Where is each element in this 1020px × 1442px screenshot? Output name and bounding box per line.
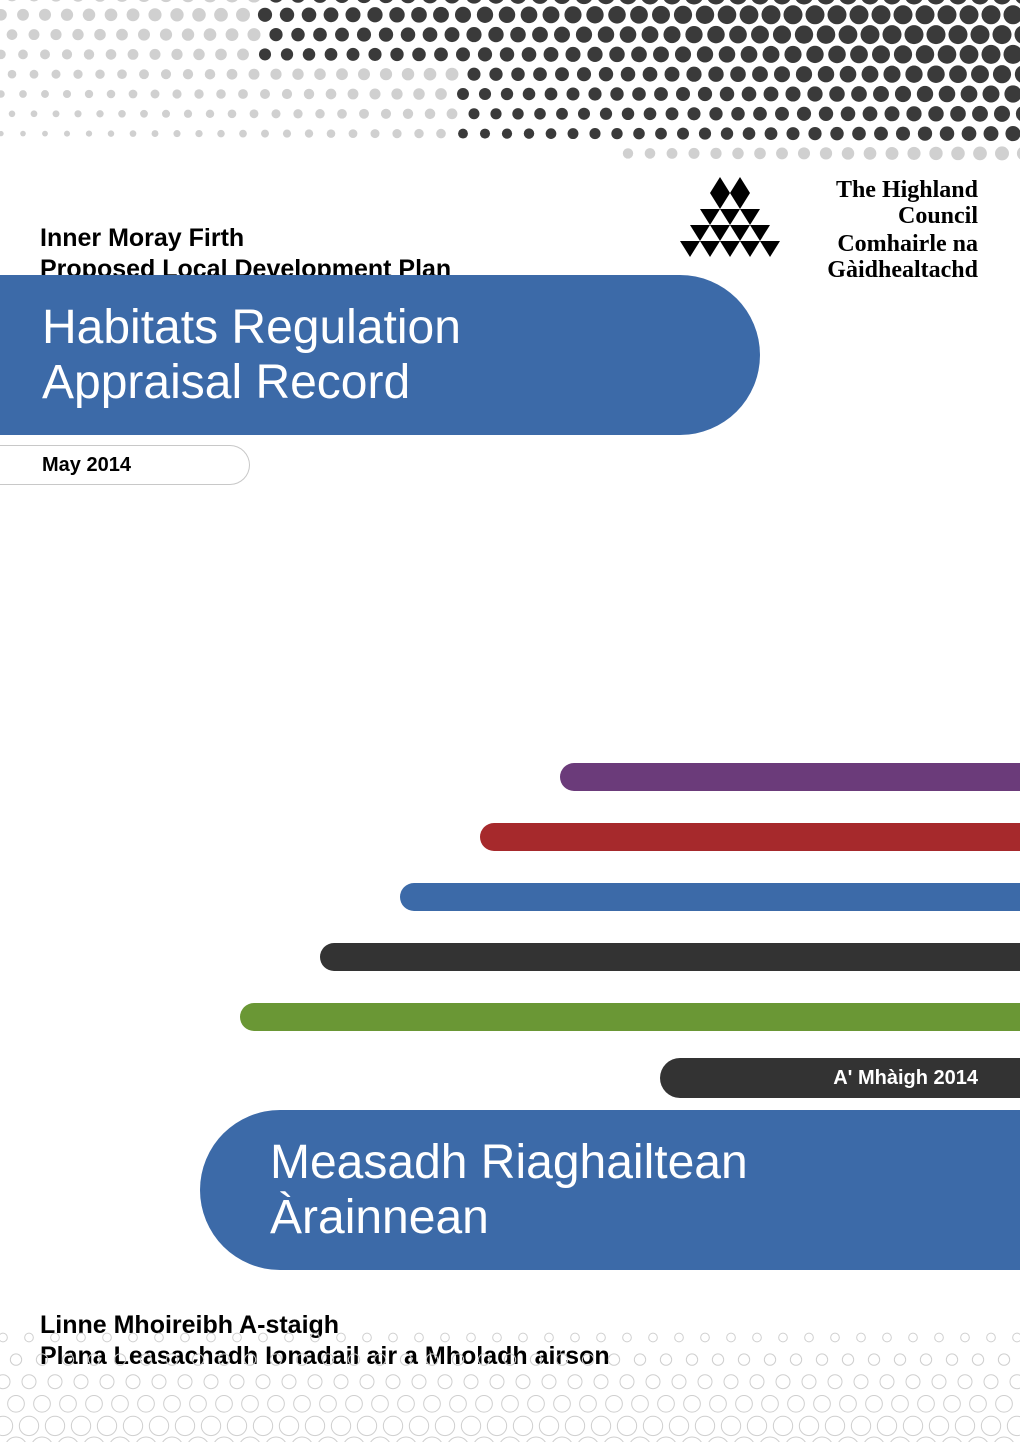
date-pill-english: May 2014 xyxy=(0,445,250,485)
title-banner-english: Habitats Regulation Appraisal Record xyxy=(0,275,760,435)
title-en-line2: Appraisal Record xyxy=(42,356,410,409)
accent-stripe-1 xyxy=(560,763,1020,791)
header-row: Inner Moray Firth Proposed Local Develop… xyxy=(40,175,980,285)
accent-stripe-4 xyxy=(320,943,1020,971)
subtitle-gaelic: Linne Mhoireibh A-staigh Plana Leasachad… xyxy=(40,1310,610,1373)
title-ga-line2: Àrainnean xyxy=(270,1191,489,1244)
dot-pattern-top xyxy=(0,0,1020,180)
logo-text-line2: Council xyxy=(898,203,978,229)
subtitle-ga-line2: Plana Leasachadh Ionadail air a Mholadh … xyxy=(40,1342,610,1370)
accent-stripe-5 xyxy=(240,1003,1020,1031)
accent-stripe-2 xyxy=(480,823,1020,851)
title-ga-line1: Measadh Riaghailtean xyxy=(270,1136,748,1189)
date-en-text: May 2014 xyxy=(42,454,131,477)
subtitle-ga-line1: Linne Mhoireibh A-staigh xyxy=(40,1311,339,1339)
subtitle-en-line1: Inner Moray Firth xyxy=(40,224,244,252)
title-banner-gaelic: Measadh Riaghailtean Àrainnean xyxy=(200,1110,1020,1270)
date-pill-gaelic: A' Mhàigh 2014 xyxy=(660,1058,1020,1098)
logo-text-line4: Gàidhealtachd xyxy=(827,257,978,283)
highland-council-logo: The Highland Council Comhairle na Gàidhe… xyxy=(680,175,980,285)
accent-stripe-3 xyxy=(400,883,1020,911)
title-en-line1: Habitats Regulation xyxy=(42,301,461,354)
date-ga-text: A' Mhàigh 2014 xyxy=(833,1067,978,1090)
logo-text-line3: Comhairle na xyxy=(837,231,978,257)
logo-text-line1: The Highland xyxy=(836,177,979,203)
